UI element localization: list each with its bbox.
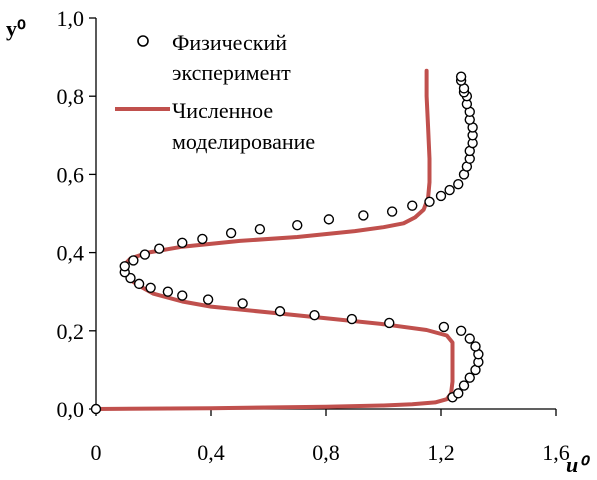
- data-point-experiment: [323, 214, 335, 225]
- y-tick-label: 0,0: [57, 397, 85, 422]
- data-point-experiment: [274, 306, 286, 317]
- data-point-experiment: [225, 227, 237, 239]
- data-point-experiment: [386, 206, 398, 217]
- x-tick-label: 1,2: [427, 440, 455, 465]
- data-point-experiment: [154, 243, 165, 254]
- data-point-experiment: [346, 313, 358, 325]
- data-point-experiment: [358, 210, 369, 221]
- x-tick-label: 1,6: [542, 440, 570, 465]
- data-point-experiment: [202, 294, 214, 305]
- series-line-simulation: [94, 68, 455, 411]
- data-point-experiment: [162, 286, 174, 297]
- data-point-experiment: [455, 71, 467, 82]
- series-line: [94, 68, 455, 411]
- series-markers: [90, 71, 484, 415]
- data-point-experiment: [407, 200, 418, 211]
- x-axis-label: u⁰: [566, 452, 590, 477]
- data-point-experiment: [237, 298, 248, 309]
- data-point-experiment: [139, 249, 151, 260]
- data-point-experiment: [464, 372, 475, 383]
- data-point-experiment: [458, 380, 470, 391]
- y-tick-label: 0,8: [57, 84, 85, 109]
- data-point-experiment: [424, 196, 435, 207]
- data-point-experiment: [438, 321, 450, 333]
- data-point-experiment: [435, 190, 447, 202]
- data-point-experiment: [177, 237, 188, 249]
- axes: [95, 18, 556, 410]
- data-point-experiment: [455, 325, 467, 336]
- data-point-experiment: [384, 317, 395, 329]
- y-tick-label: 0,2: [57, 319, 85, 344]
- y-tick-label: 0,4: [57, 241, 85, 266]
- tick-labels: 0,0 0,2 0,4 0,6 0,8 1,0 0 0,4 0,8 1,2 1,6: [57, 6, 570, 465]
- data-point-experiment: [128, 255, 139, 266]
- legend-label-experiment: Физический: [172, 30, 287, 55]
- data-point-experiment: [145, 282, 156, 293]
- data-point-experiment: [292, 220, 303, 231]
- legend-label-experiment-line2: эксперимент: [172, 60, 291, 85]
- x-tick-label: 0,8: [312, 440, 340, 465]
- data-point-experiment: [470, 341, 481, 352]
- data-point-experiment: [90, 403, 102, 415]
- data-point-experiment: [444, 184, 455, 196]
- data-point-experiment: [464, 333, 475, 344]
- y-tick-label: 0,6: [57, 162, 85, 187]
- y-axis-label: y⁰: [6, 16, 26, 41]
- data-point-experiment: [453, 178, 464, 190]
- data-point-experiment: [197, 233, 208, 245]
- data-point-experiment: [254, 223, 266, 235]
- data-point-experiment: [119, 261, 130, 272]
- x-tick-label: 0: [91, 440, 102, 465]
- data-point-experiment: [453, 388, 464, 399]
- x-tick-label: 0,4: [197, 440, 225, 465]
- legend-label-simulation-line2: моделирование: [172, 129, 315, 154]
- y-tick-label: 1,0: [57, 6, 85, 31]
- data-point-experiment: [133, 278, 145, 290]
- ticks: [89, 17, 557, 416]
- data-point-experiment: [177, 290, 188, 301]
- data-point-experiment: [309, 309, 320, 321]
- legend-marker-circle: [137, 35, 149, 47]
- legend: Физический эксперимент Численное моделир…: [115, 30, 315, 154]
- legend-label-simulation: Численное: [172, 98, 273, 123]
